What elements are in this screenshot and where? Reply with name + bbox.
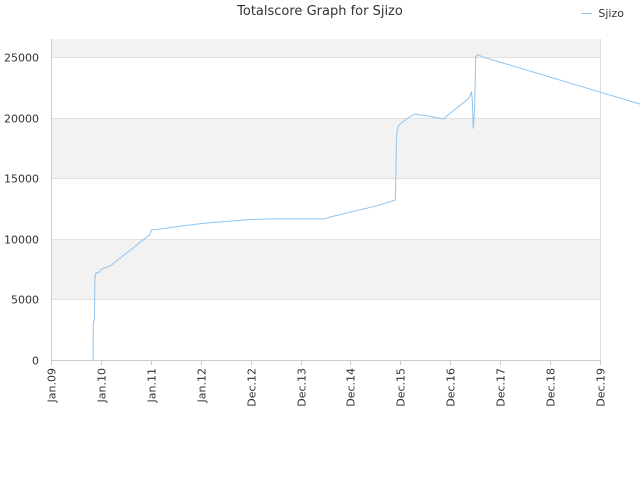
grid-band [51, 299, 600, 360]
x-tick-label: Dec.14 [345, 368, 358, 407]
grid-band [51, 178, 600, 239]
x-tick-label: Dec.19 [595, 368, 608, 407]
x-tick-label: Jan.10 [96, 368, 109, 403]
y-tick-label: 5000 [11, 294, 39, 307]
x-tick-label: Dec.17 [495, 368, 508, 407]
x-tick-label: Jan.12 [196, 368, 209, 403]
y-tick-label: 0 [32, 355, 39, 368]
y-tick-label: 25000 [4, 52, 39, 65]
legend-label-sjizo: Sjizo [598, 7, 624, 20]
y-tick-label: 20000 [4, 113, 39, 126]
y-tick-label: 15000 [4, 173, 39, 186]
legend-swatch-sjizo [581, 13, 593, 14]
x-tick-label: Dec.18 [545, 368, 558, 407]
series-group [92, 54, 640, 361]
x-axis-ticks: Jan.09 Jan.10 Jan.11 Jan.12 Dec.12 Dec.13 Dec.… [46, 360, 608, 407]
x-tick-label: Dec.13 [296, 368, 309, 407]
y-axis-ticks: 0 5000 10000 15000 20000 25000 [4, 52, 39, 368]
legend[interactable]: Sjizo [581, 7, 624, 20]
x-tick-label: Dec.12 [246, 368, 259, 407]
grid-band [51, 238, 600, 300]
grid-bands [51, 39, 600, 360]
chart-title: Totalscore Graph for Sjizo [237, 4, 403, 19]
grid-band [51, 117, 600, 179]
grid-band [51, 57, 600, 118]
grid-lines [51, 57, 600, 361]
x-tick-label: Jan.11 [146, 368, 159, 403]
x-tick-label: Dec.15 [395, 368, 408, 407]
y-tick-label: 10000 [4, 234, 39, 247]
grid-band [51, 39, 600, 58]
x-tick-label: Jan.09 [46, 368, 59, 403]
x-tick-label: Dec.16 [445, 368, 458, 407]
series-line-sjizo [92, 54, 640, 361]
